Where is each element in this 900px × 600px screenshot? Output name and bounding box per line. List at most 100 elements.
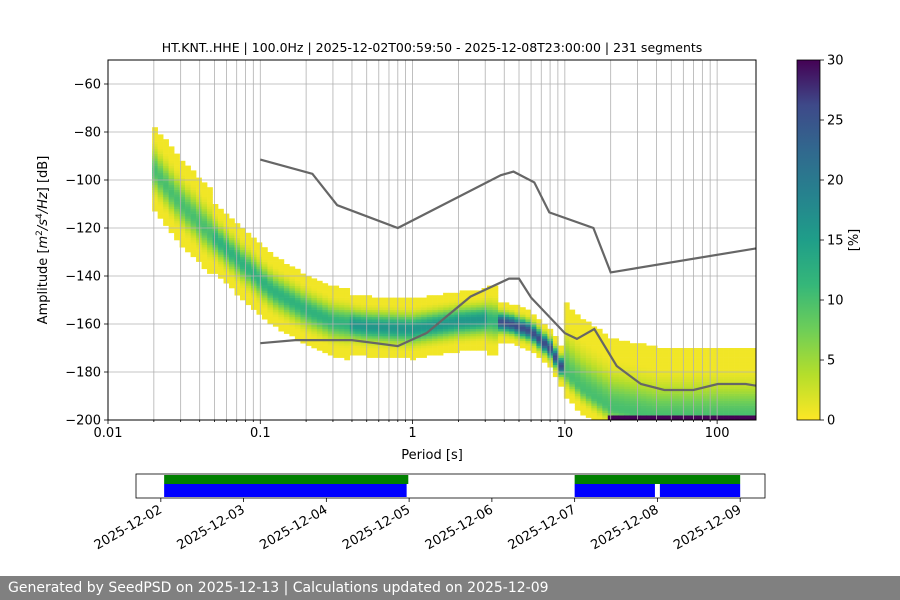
heatmap-cell: [476, 336, 482, 339]
heatmap-cell: [289, 314, 296, 318]
heatmap-cell: [684, 364, 691, 368]
heatmap-cell: [635, 348, 642, 351]
heatmap-cell: [723, 352, 729, 356]
heatmap-cell: [185, 199, 191, 202]
heatmap-cell: [245, 249, 252, 253]
heatmap-cell: [426, 312, 433, 315]
heatmap-cell: [739, 367, 746, 370]
heatmap-cell: [580, 348, 587, 351]
heatmap-cell: [234, 268, 241, 272]
heatmap-cell: [267, 321, 274, 325]
heatmap-cell: [289, 302, 296, 306]
heatmap-cell: [574, 355, 581, 358]
heatmap-cell: [723, 379, 729, 382]
timeline-date-label: 2025-12-04: [257, 502, 330, 553]
heatmap-cell: [377, 340, 384, 344]
heatmap-cell: [201, 228, 208, 231]
heatmap-cell: [168, 218, 175, 222]
heatmap-cell: [574, 319, 581, 322]
heatmap-cell: [591, 360, 598, 363]
heatmap-cell: [311, 307, 318, 310]
heatmap-cell: [168, 165, 175, 169]
heatmap-cell: [250, 283, 257, 286]
heatmap-cell: [426, 324, 433, 327]
heatmap-cell: [657, 400, 663, 404]
heatmap-cell: [185, 213, 191, 217]
heatmap-cell: [333, 316, 340, 320]
heatmap-cell: [443, 336, 449, 339]
heatmap-cell: [618, 360, 625, 363]
heatmap-cell: [635, 386, 642, 390]
heatmap-cell: [613, 357, 620, 361]
heatmap-cell: [651, 372, 658, 375]
heatmap-cell: [470, 304, 477, 308]
heatmap-cell: [684, 376, 691, 380]
heatmap-cell: [432, 321, 438, 325]
heatmap-cell: [739, 396, 746, 399]
heatmap-cell: [591, 386, 598, 390]
heatmap-cell: [750, 391, 756, 394]
heatmap-cell: [316, 297, 323, 301]
heatmap-cell: [569, 388, 576, 392]
heatmap-cell: [185, 244, 191, 248]
heatmap-cell: [492, 302, 499, 306]
heatmap-cell: [514, 336, 521, 339]
heatmap-cell: [640, 350, 647, 354]
heatmap-cell: [487, 331, 493, 334]
heatmap-cell: [602, 393, 609, 397]
heatmap-cell: [503, 338, 510, 342]
heatmap-cell: [256, 266, 263, 270]
heatmap-cell: [190, 240, 197, 243]
heatmap-cell: [487, 352, 493, 356]
heatmap-cell: [465, 295, 471, 298]
heatmap-cell: [508, 307, 515, 310]
heatmap-cell: [487, 340, 493, 344]
heatmap-cell: [728, 374, 735, 378]
heatmap-cell: [388, 333, 394, 337]
heatmap-cell: [470, 295, 477, 298]
heatmap-cell: [426, 314, 433, 318]
heatmap-cell: [355, 340, 362, 344]
heatmap-cell: [388, 355, 394, 358]
heatmap-cell: [613, 393, 620, 397]
heatmap-cell: [272, 300, 279, 303]
heatmap-cell: [278, 304, 285, 308]
heatmap-cell: [229, 259, 235, 262]
heatmap-cell: [240, 264, 246, 267]
colorbar: [796, 59, 821, 421]
heatmap-cell: [283, 314, 290, 318]
heatmap-cell: [618, 379, 625, 382]
heatmap-cell: [728, 408, 735, 411]
heatmap-cell: [190, 228, 197, 231]
heatmap-cell: [657, 384, 663, 387]
heatmap-cell: [267, 295, 274, 298]
heatmap-cell: [316, 288, 323, 291]
heatmap-cell: [415, 302, 422, 306]
heatmap-cell: [580, 350, 587, 354]
heatmap-cell: [591, 396, 598, 399]
heatmap-cell: [624, 384, 631, 387]
heatmap-cell: [432, 309, 438, 313]
heatmap-cell: [201, 211, 208, 214]
heatmap-cell: [185, 189, 191, 193]
heatmap-cell: [580, 336, 587, 339]
heatmap-cell: [168, 223, 175, 226]
heatmap-cell: [283, 302, 290, 306]
heatmap-cell: [305, 333, 312, 337]
heatmap-cell: [558, 367, 565, 370]
heatmap-cell: [322, 309, 329, 313]
heatmap-cell: [437, 297, 444, 301]
heatmap-cell: [157, 184, 164, 188]
heatmap-cell: [250, 276, 257, 279]
heatmap-cell: [596, 415, 603, 418]
heatmap-cell: [229, 235, 235, 238]
heatmap-cell: [723, 410, 729, 414]
heatmap-cell: [240, 276, 246, 279]
heatmap-cell: [651, 374, 658, 378]
heatmap-cell: [415, 319, 422, 322]
heatmap-cell: [415, 343, 422, 346]
heatmap-cell: [157, 194, 164, 198]
heatmap-cell: [734, 360, 740, 363]
heatmap-cell: [371, 321, 378, 325]
heatmap-cell: [525, 316, 532, 320]
